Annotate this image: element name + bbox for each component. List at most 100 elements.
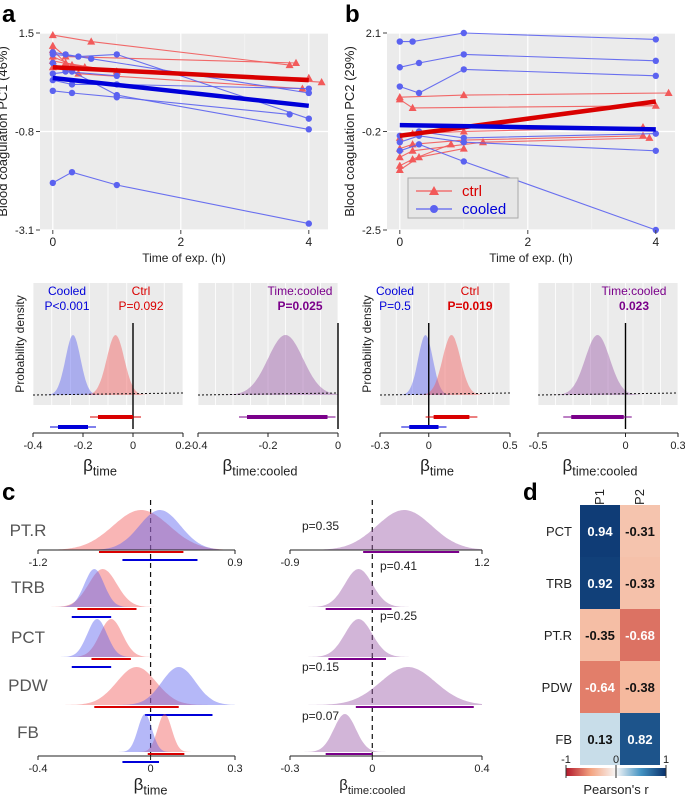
ctrl-point [48,41,57,49]
row-label-PDW: PDW [8,676,48,695]
cooled-point [652,147,659,154]
x-tick-label: 0.5 [502,440,517,452]
ctrl-density-PCT [38,619,235,657]
ctrl-p-value: P=0.092 [118,299,163,313]
heatmap-value: 0.82 [627,732,652,747]
heatmap-value: -0.33 [625,576,655,591]
density-baseline [32,392,184,396]
y-axis-title: Probability density [13,295,27,392]
ctrl-point [639,131,647,139]
y-tick-label: 2.1 [366,28,381,40]
ctrl-fit-line [399,99,657,139]
x-axis-title: βtime:cooled [339,777,405,797]
cooled-point [113,94,121,101]
row-label-TRB: TRB [11,578,45,597]
legend-ctrl-label: ctrl [462,183,482,200]
x-tick-label: 0 [148,763,154,775]
cooled-fit-line [52,75,310,109]
x-tick-label: -0.4 [29,763,48,775]
heatmap-col-label: P1 [592,489,607,505]
y-tick-label: 1.5 [19,28,34,40]
cooled-point [460,29,467,37]
heatmap-row-label: PT.R [544,628,572,643]
x-tick-label: -0.5 [529,440,548,452]
ctrl-point [664,88,673,96]
cooled-point [652,130,659,137]
cooled-point [652,36,659,43]
cooled-point [415,141,423,148]
cooled-label: Cooled [376,284,414,298]
y-tick-label: -0.8 [15,127,34,139]
ctrl-fit-line [52,65,309,83]
cooled-point [409,38,416,45]
legend-cooled-label: cooled [462,201,506,218]
x-tick-label: 2 [524,235,531,249]
x-tick-label: 0 [369,763,375,775]
cooled-density [33,335,183,395]
heatmap-cell [580,609,620,661]
cooled-point [113,72,121,80]
cooled-line [399,135,656,152]
ctrl-point [408,103,417,111]
heatmap-row-label: PDW [542,680,573,695]
x-axis-title: βtime:cooled [223,456,298,478]
cooled-p-value: P=0.5 [379,299,411,313]
cooled-line [399,68,656,94]
x-axis-title: βtime [420,456,454,478]
row-tick-label: 0.9 [227,557,242,569]
panel-label-a: a [2,1,16,28]
heatmap-cell [620,713,660,765]
cooled-line [52,171,309,225]
inter-density-TRB [290,569,482,607]
inter-density-FB [290,714,482,752]
cooled-point [396,64,403,71]
ctrl-point [408,146,417,154]
x-tick-label: -0.3 [281,763,300,775]
density-baseline [537,392,679,396]
cooled-point [113,51,121,58]
x-tick-label: -0.4 [24,440,43,452]
cooled-point [88,55,95,62]
cooled-p-value: P<0.001 [44,299,89,313]
ctrl-point [285,60,294,69]
cooled-point [49,51,56,58]
y-tick-label: -0.2 [362,127,381,139]
panel-label-c: c [2,479,15,506]
x-tick-label: 2 [177,235,184,249]
ctrl-point [459,144,468,152]
ctrl-density-PDW [38,667,235,705]
heatmap-value: 0.94 [587,524,613,539]
ctrl-density [380,335,510,395]
ctrl-point [651,101,660,109]
x-axis-title: βtime [83,456,117,478]
ctrl-density-TRB [38,569,235,607]
y-tick-label: -2.5 [362,225,381,237]
legend-cooled-marker [430,205,438,213]
x-tick-label: 4 [305,235,312,249]
cooled-point [305,126,312,133]
cooled-point [305,220,312,227]
y-tick-label: -3.1 [15,225,34,237]
heatmap-row-label: PCT [546,524,572,539]
cooled-point [460,66,467,73]
heatmap-value: -0.31 [625,524,655,539]
cooled-point [396,83,403,90]
ctrl-label: Ctrl [461,284,480,298]
cooled-point [49,70,56,77]
cooled-point [113,181,121,189]
x-tick-label: -0.3 [371,440,390,452]
x-tick-label: -0.4 [189,440,208,452]
heatmap-value: -0.68 [625,628,655,643]
heatmap-row-label: FB [555,732,572,747]
heatmap-cell [580,661,620,713]
heatmap-cell [620,505,660,557]
cooled-point [460,139,467,146]
cooled-density-FB [38,714,235,752]
cooled-line [399,143,656,231]
row-label-PT.R: PT.R [10,521,47,540]
cooled-point [49,87,56,95]
cooled-point [75,53,82,60]
inter-p-value: 0.023 [619,299,649,313]
x-tick-label: 0.4 [474,763,489,775]
p-value-PT.R: p=0.35 [302,519,339,533]
